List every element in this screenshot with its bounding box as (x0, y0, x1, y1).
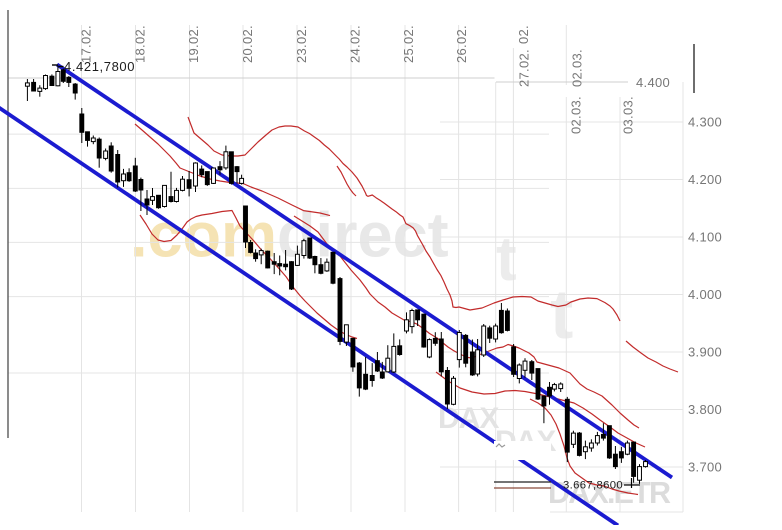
svg-text:3.700: 3.700 (688, 460, 722, 475)
svg-text:4.200: 4.200 (688, 172, 722, 187)
svg-text:4.400: 4.400 (636, 75, 670, 90)
svg-text:4.100: 4.100 (688, 230, 722, 245)
svg-text:02.03.: 02.03. (569, 49, 584, 87)
svg-text:17.02.: 17.02. (78, 25, 93, 63)
svg-text:4.300: 4.300 (688, 115, 722, 130)
svg-text:18.02.: 18.02. (132, 25, 147, 63)
svg-text:3.800: 3.800 (688, 402, 722, 417)
svg-text:23.02.: 23.02. (294, 25, 309, 63)
svg-text:24.02.: 24.02. (347, 25, 362, 63)
svg-text:3.667,8600: 3.667,8600 (563, 480, 623, 492)
svg-text:4.421,7800: 4.421,7800 (64, 59, 135, 74)
svg-text:t: t (550, 275, 573, 353)
svg-text:.comdirect: .comdirect (130, 201, 449, 271)
svg-text:19.02.: 19.02. (186, 25, 201, 63)
svg-text:20.02.: 20.02. (240, 25, 255, 63)
svg-text:02.03.: 02.03. (568, 96, 583, 134)
svg-text:02.: 02. (516, 25, 531, 44)
svg-text:26.02.: 26.02. (454, 25, 469, 63)
svg-text:3.900: 3.900 (688, 345, 722, 360)
svg-text:03.03.: 03.03. (620, 96, 635, 134)
svg-text:4.000: 4.000 (688, 287, 722, 302)
svg-text:25.02.: 25.02. (401, 25, 416, 63)
svg-text:27.02.: 27.02. (516, 49, 531, 87)
svg-text:DAX: DAX (438, 402, 499, 435)
